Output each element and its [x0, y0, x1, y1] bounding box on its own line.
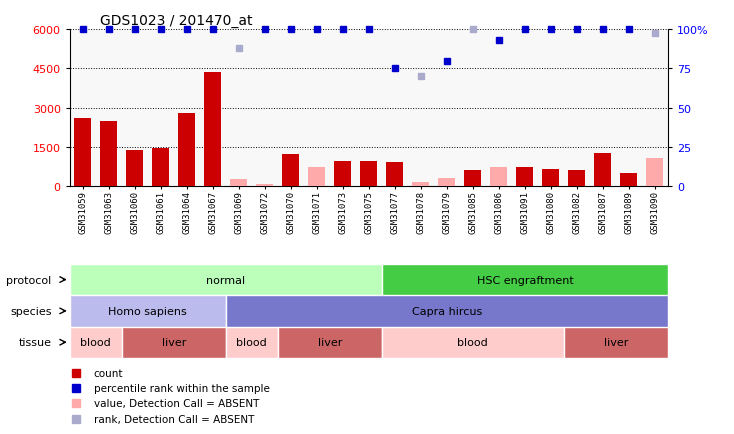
Bar — [517, 168, 534, 186]
Bar — [226, 296, 668, 327]
Text: normal: normal — [206, 275, 245, 285]
Bar — [335, 161, 352, 186]
Text: blood: blood — [80, 338, 111, 347]
Text: tissue: tissue — [18, 338, 51, 347]
Bar — [620, 173, 637, 186]
Text: rank, Detection Call = ABSENT: rank, Detection Call = ABSENT — [94, 414, 254, 424]
Bar — [70, 296, 226, 327]
Bar — [568, 171, 585, 186]
Bar — [256, 185, 273, 186]
Text: liver: liver — [318, 338, 342, 347]
Bar — [360, 161, 377, 186]
Text: GDS1023 / 201470_at: GDS1023 / 201470_at — [100, 14, 252, 28]
Bar — [490, 168, 507, 186]
Bar — [70, 327, 122, 358]
Bar — [564, 327, 668, 358]
Bar — [382, 264, 668, 296]
Text: HSC engraftment: HSC engraftment — [476, 275, 573, 285]
Text: protocol: protocol — [7, 275, 51, 285]
Text: Homo sapiens: Homo sapiens — [109, 306, 187, 316]
Text: value, Detection Call = ABSENT: value, Detection Call = ABSENT — [94, 398, 259, 408]
Bar — [204, 73, 221, 186]
Bar — [542, 169, 559, 186]
Bar — [70, 264, 382, 296]
Bar — [438, 178, 455, 186]
Bar — [153, 148, 170, 186]
Bar — [308, 168, 325, 186]
Bar — [595, 154, 611, 186]
Bar — [226, 327, 277, 358]
Bar — [283, 155, 299, 186]
Bar — [122, 327, 226, 358]
Bar — [230, 180, 247, 186]
Text: species: species — [10, 306, 51, 316]
Bar — [413, 183, 429, 186]
Bar — [647, 159, 664, 186]
Text: count: count — [94, 368, 123, 378]
Bar — [382, 327, 564, 358]
Text: liver: liver — [161, 338, 186, 347]
Bar — [74, 118, 91, 186]
Text: Capra hircus: Capra hircus — [412, 306, 482, 316]
Text: liver: liver — [604, 338, 628, 347]
Text: percentile rank within the sample: percentile rank within the sample — [94, 383, 269, 393]
Bar — [465, 171, 482, 186]
Bar — [386, 163, 403, 186]
Bar — [178, 113, 195, 186]
Bar — [126, 151, 143, 186]
Bar — [277, 327, 382, 358]
Bar — [101, 121, 117, 186]
Text: blood: blood — [236, 338, 267, 347]
Text: blood: blood — [457, 338, 488, 347]
